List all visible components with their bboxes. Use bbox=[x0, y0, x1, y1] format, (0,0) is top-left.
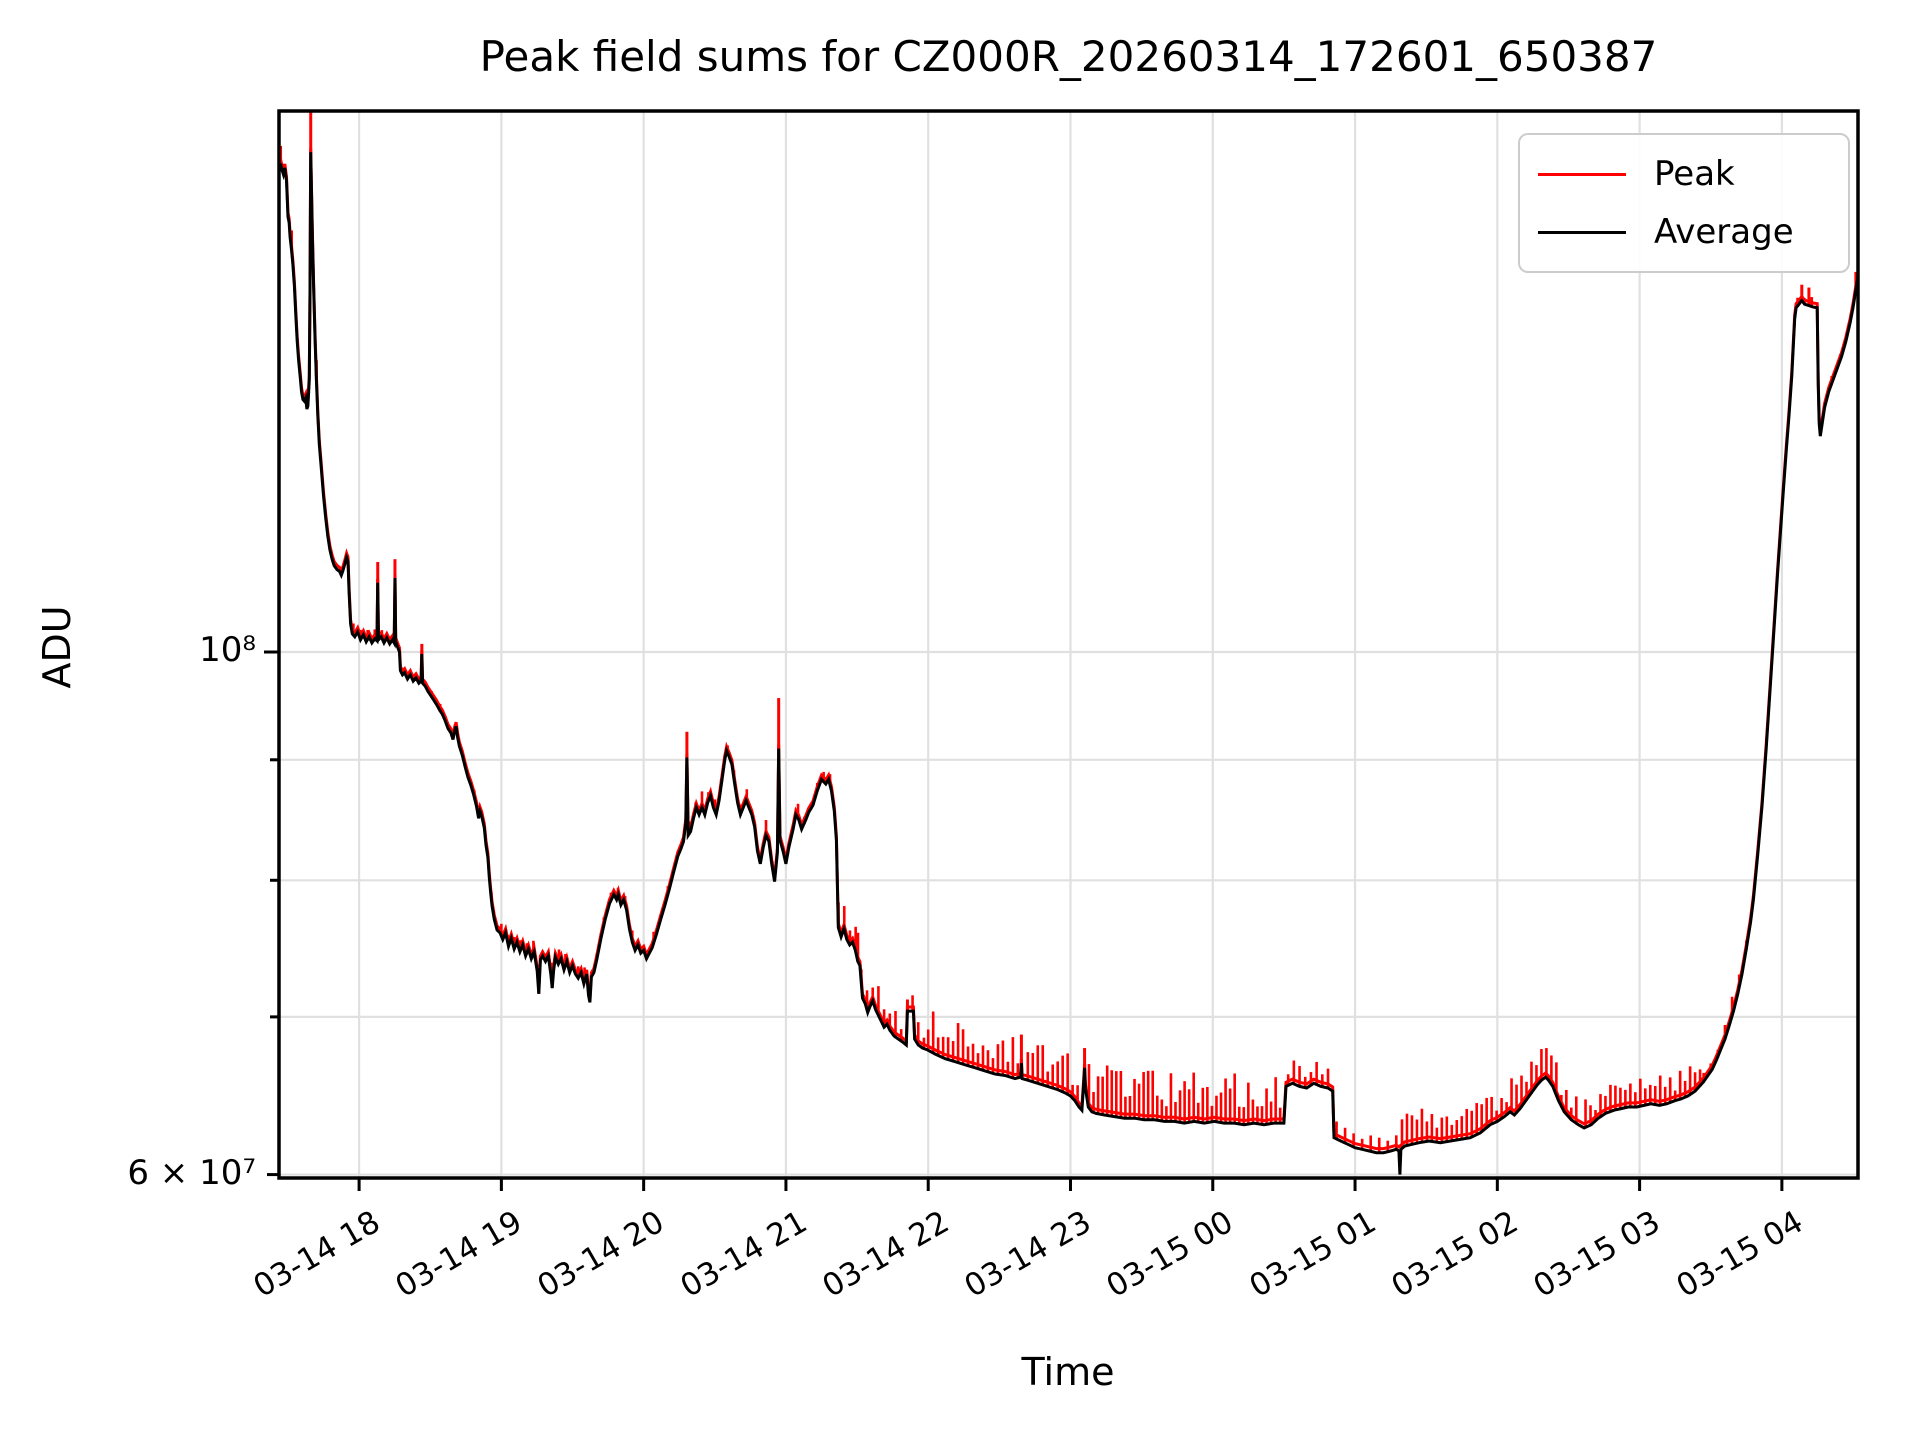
y-tick-label-6e7: 6 × 10⁷ bbox=[127, 1152, 256, 1193]
axis-ticks bbox=[264, 650, 1784, 1191]
legend-label-peak: Peak bbox=[1654, 154, 1735, 194]
average-line-sample-icon bbox=[1538, 230, 1626, 234]
plot-frame bbox=[277, 109, 1860, 1180]
legend-entry-peak: Peak bbox=[1538, 154, 1848, 194]
chart-title: Peak field sums for CZ000R_20260314_1726… bbox=[479, 32, 1658, 81]
legend-entry-average: Average bbox=[1538, 212, 1848, 252]
x-axis-label: Time bbox=[1021, 1350, 1115, 1394]
legend-label-average: Average bbox=[1654, 212, 1794, 252]
y-axis-label: ADU bbox=[35, 605, 79, 689]
legend: Peak Average bbox=[1518, 133, 1850, 273]
peak-series-line bbox=[279, 148, 1858, 1151]
series-layer bbox=[279, 111, 1858, 1175]
grid-lines bbox=[279, 111, 1858, 1178]
y-tick-label-1e8: 10⁸ bbox=[199, 630, 256, 671]
peak-line-sample-icon bbox=[1538, 172, 1626, 176]
average-series-line bbox=[279, 152, 1858, 1175]
